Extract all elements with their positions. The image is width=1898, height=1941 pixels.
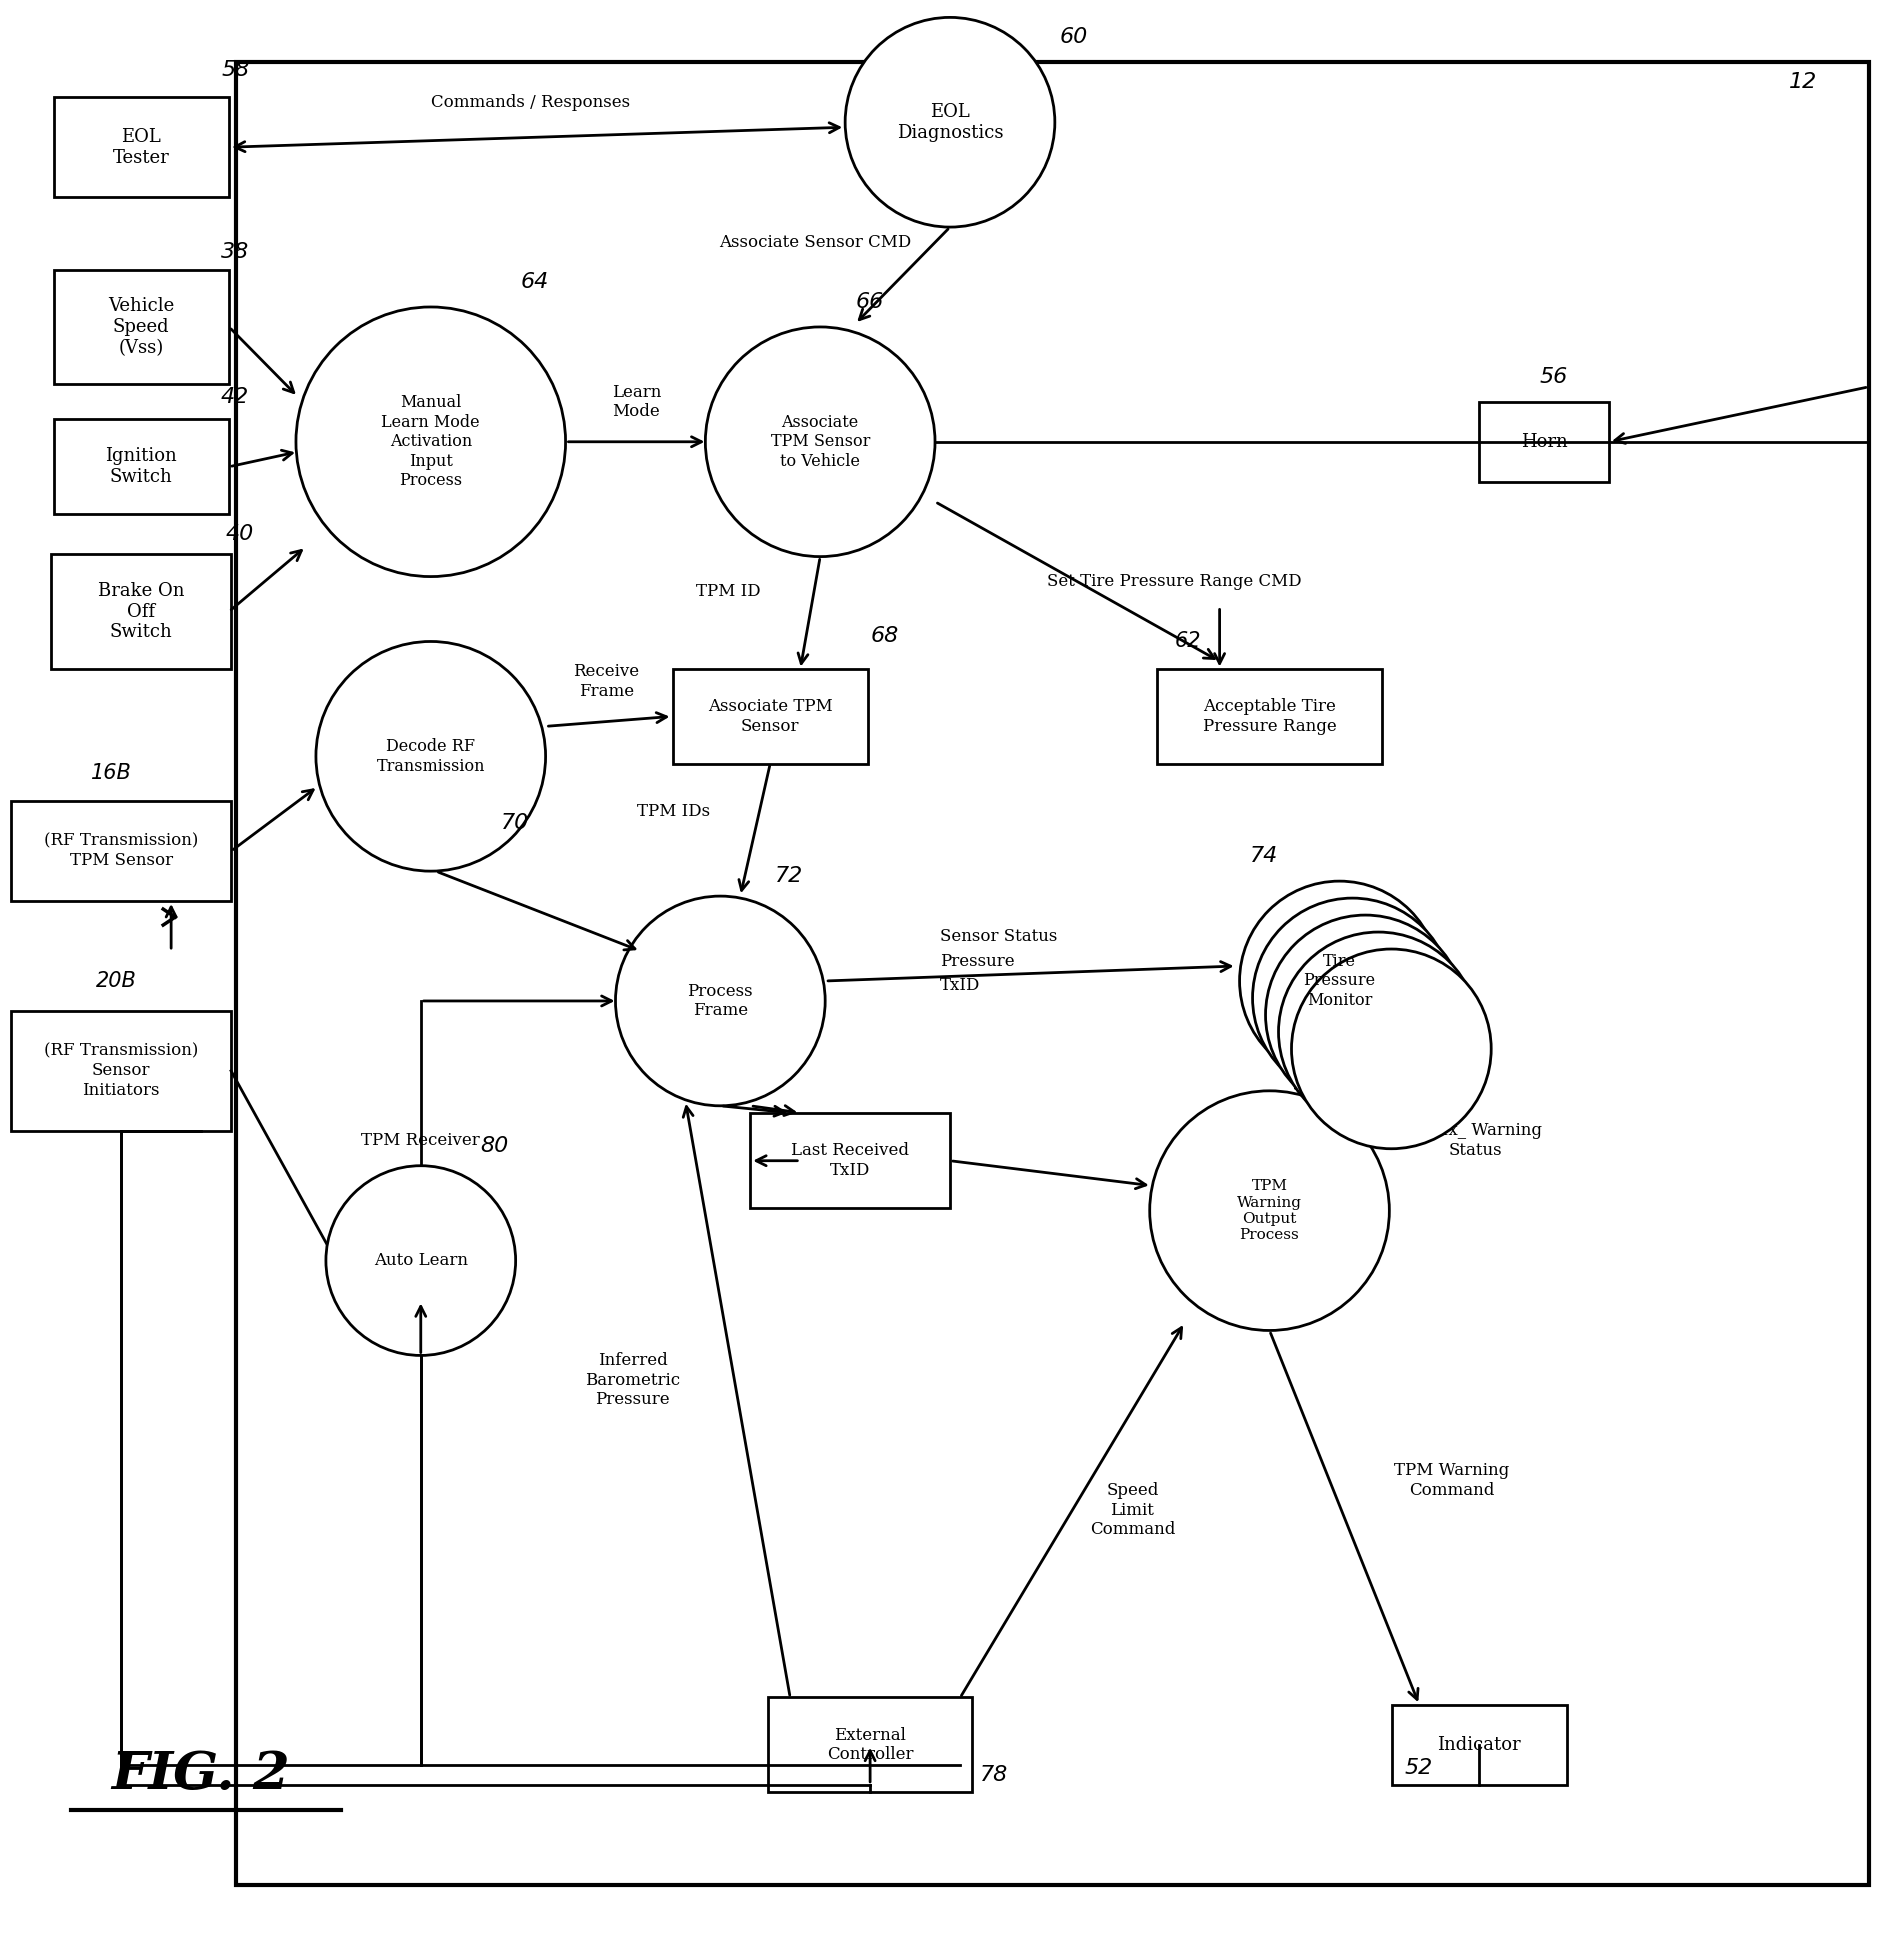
Circle shape xyxy=(706,326,936,557)
FancyBboxPatch shape xyxy=(53,419,228,514)
Text: Tire
Pressure
Monitor: Tire Pressure Monitor xyxy=(1304,953,1376,1009)
Text: Sensor Status: Sensor Status xyxy=(940,928,1057,945)
Text: Last Received
TxID: Last Received TxID xyxy=(791,1143,909,1178)
Text: Acceptable Tire
Pressure Range: Acceptable Tire Pressure Range xyxy=(1203,699,1336,736)
FancyBboxPatch shape xyxy=(11,802,232,901)
Text: 78: 78 xyxy=(979,1764,1008,1786)
Text: Ignition
Switch: Ignition Switch xyxy=(104,446,177,485)
FancyBboxPatch shape xyxy=(11,1011,232,1132)
FancyBboxPatch shape xyxy=(51,553,232,670)
Circle shape xyxy=(1239,881,1439,1081)
Text: External
Controller: External Controller xyxy=(828,1727,913,1762)
Text: Process
Frame: Process Frame xyxy=(687,982,754,1019)
Circle shape xyxy=(326,1167,516,1355)
Text: Vehicle
Speed
(Vss): Vehicle Speed (Vss) xyxy=(108,297,175,357)
Text: 60: 60 xyxy=(1059,27,1088,47)
Text: Commands / Responses: Commands / Responses xyxy=(431,93,630,111)
Text: TxID: TxID xyxy=(940,978,981,994)
Text: EOL
Diagnostics: EOL Diagnostics xyxy=(896,103,1004,142)
FancyBboxPatch shape xyxy=(1479,402,1610,481)
Text: Pressure: Pressure xyxy=(940,953,1015,969)
Circle shape xyxy=(845,17,1055,227)
Text: Associate Sensor CMD: Associate Sensor CMD xyxy=(719,233,911,250)
Text: 20B: 20B xyxy=(97,970,137,992)
Text: 38: 38 xyxy=(220,243,249,262)
Text: FIG. 2: FIG. 2 xyxy=(112,1749,290,1801)
Text: Associate
TPM Sensor
to Vehicle: Associate TPM Sensor to Vehicle xyxy=(771,413,869,470)
Text: TPM IDs: TPM IDs xyxy=(638,804,710,819)
FancyBboxPatch shape xyxy=(1158,670,1382,765)
FancyBboxPatch shape xyxy=(1391,1704,1566,1786)
Text: TPM ID: TPM ID xyxy=(697,582,761,600)
Text: (RF Transmission)
TPM Sensor: (RF Transmission) TPM Sensor xyxy=(44,833,199,870)
Text: 58: 58 xyxy=(220,60,249,80)
Text: Set Tire Pressure Range CMD: Set Tire Pressure Range CMD xyxy=(1048,573,1302,590)
Text: 70: 70 xyxy=(501,813,530,833)
Text: Inferred
Barometric
Pressure: Inferred Barometric Pressure xyxy=(585,1353,679,1409)
Circle shape xyxy=(1291,949,1492,1149)
FancyBboxPatch shape xyxy=(235,62,1870,1885)
Text: TPMx_ Warning
Status: TPMx_ Warning Status xyxy=(1410,1122,1543,1159)
Text: 74: 74 xyxy=(1249,846,1277,866)
Circle shape xyxy=(315,641,545,872)
Text: TPM Warning
Command: TPM Warning Command xyxy=(1395,1462,1509,1498)
Text: 76: 76 xyxy=(1300,1060,1329,1079)
Text: TPM Receiver: TPM Receiver xyxy=(361,1132,480,1149)
Text: Learn
Mode: Learn Mode xyxy=(611,384,661,419)
Text: 80: 80 xyxy=(480,1135,509,1155)
FancyBboxPatch shape xyxy=(750,1114,951,1207)
FancyBboxPatch shape xyxy=(53,270,228,384)
Text: Manual
Learn Mode
Activation
Input
Process: Manual Learn Mode Activation Input Proce… xyxy=(381,394,480,489)
FancyBboxPatch shape xyxy=(769,1698,972,1792)
Circle shape xyxy=(296,307,566,576)
Text: 64: 64 xyxy=(520,272,549,291)
Circle shape xyxy=(1253,899,1452,1099)
Circle shape xyxy=(1266,914,1465,1114)
Text: Auto Learn: Auto Learn xyxy=(374,1252,467,1269)
Text: TPM
Warning
Output
Process: TPM Warning Output Process xyxy=(1237,1180,1302,1242)
Text: 52: 52 xyxy=(1405,1759,1433,1778)
Text: 66: 66 xyxy=(856,291,883,313)
Circle shape xyxy=(615,897,826,1106)
Text: 68: 68 xyxy=(869,627,898,646)
Text: (RF Transmission)
Sensor
Initiators: (RF Transmission) Sensor Initiators xyxy=(44,1042,199,1099)
Text: 42: 42 xyxy=(220,386,249,408)
Text: 40: 40 xyxy=(226,524,254,543)
Text: 56: 56 xyxy=(1539,367,1568,386)
Text: Horn: Horn xyxy=(1520,433,1568,450)
FancyBboxPatch shape xyxy=(53,97,228,198)
Text: Indicator: Indicator xyxy=(1437,1735,1520,1755)
Text: 12: 12 xyxy=(1788,72,1816,93)
Text: 72: 72 xyxy=(774,866,803,887)
Text: Associate TPM
Sensor: Associate TPM Sensor xyxy=(708,699,833,736)
Circle shape xyxy=(1279,932,1479,1132)
Text: 16B: 16B xyxy=(91,763,133,784)
FancyBboxPatch shape xyxy=(674,670,867,765)
Text: 62: 62 xyxy=(1175,631,1201,652)
Text: Decode RF
Transmission: Decode RF Transmission xyxy=(376,738,486,774)
Text: EOL
Tester: EOL Tester xyxy=(112,128,169,167)
Circle shape xyxy=(1150,1091,1389,1330)
Text: Speed
Limit
Command: Speed Limit Command xyxy=(1089,1483,1175,1539)
Text: Receive
Frame: Receive Frame xyxy=(573,664,640,699)
Text: Brake On
Off
Switch: Brake On Off Switch xyxy=(99,582,184,641)
